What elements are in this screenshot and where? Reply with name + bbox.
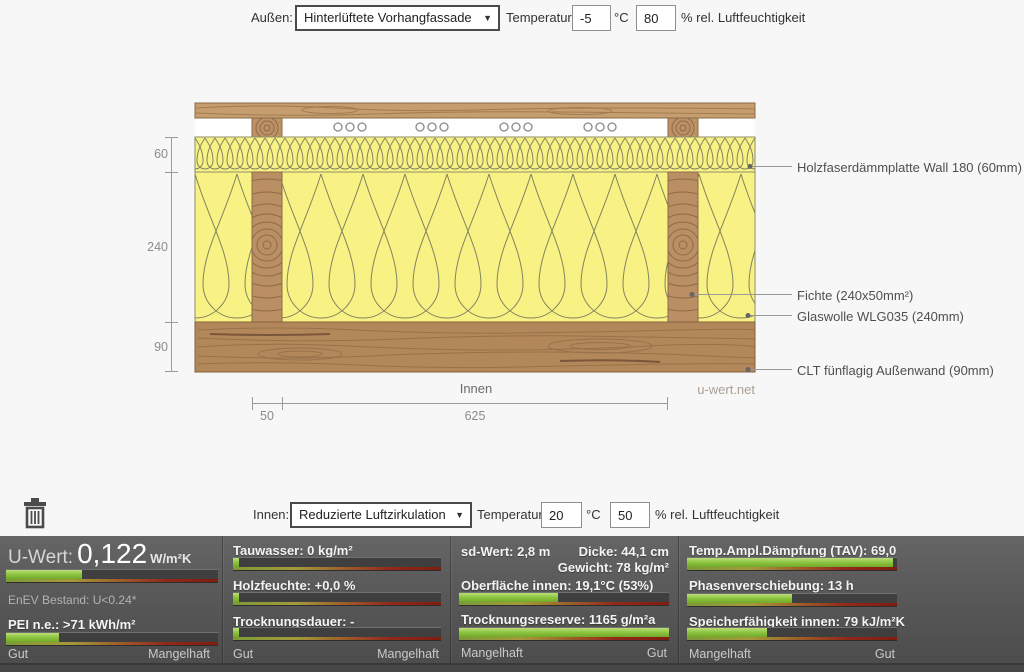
stud-left[interactable] [187,165,347,325]
inside-temperature-unit: °C [586,507,601,522]
chevron-down-icon: ▼ [483,13,492,23]
outside-temperature-input[interactable] [572,5,611,31]
batten-left[interactable] [251,117,283,139]
layer-label-wood-fibre: Holzfaserdämmplatte Wall 180 (60mm) [797,160,1022,175]
dim-90: 90 [154,340,168,354]
inside-material-select[interactable]: Reduzierte Luftzirkulation ▼ [290,502,472,528]
scale-left: Mangelhaft [689,647,751,661]
scale-right: Mangelhaft [148,647,210,661]
tav-label: Temp.Ampl.Dämpfung (TAV): 69,0 [689,543,897,558]
gauge-trocknungsreserve [459,627,669,641]
pei-label: PEI n.e.: >71 kWh/m² [8,617,136,632]
outside-label: Außen: [251,10,293,25]
scale-right: Gut [646,646,667,660]
gauge-u-value [6,569,218,583]
results-col-surface: sd-Wert: 2,8 m Dicke: 44,1 cm Gewicht: 7… [450,536,679,663]
cladding-layer[interactable] [194,102,760,119]
clt-layer[interactable] [194,321,772,373]
dim-50: 50 [260,409,274,423]
scale-moisture: Gut Mangelhaft [233,647,439,661]
scale-uvalue: Gut Mangelhaft [8,647,210,661]
u-value-unit: W/m²K [150,551,192,566]
speicherfaehigkeit-label: Speicherfähigkeit innen: 79 kJ/m²K [689,614,906,629]
scale-right: Mangelhaft [377,647,439,661]
outside-temperature-label: Temperatur: [506,10,576,25]
layer-label-spruce: Fichte (240x50mm²) [797,288,914,303]
scale-left: Gut [8,647,29,661]
results-col-uvalue: U-Wert: 0,122 W/m²K EnEV Bestand: U<0.24* … [0,536,222,663]
outside-temperature-unit: °C [614,10,629,25]
stud-right[interactable] [603,165,763,325]
oberflaeche-label: Oberfläche innen: 19,1°C (53%) [461,578,654,593]
gauge-speicherfaehigkeit [687,627,897,641]
dim-60: 60 [154,147,168,161]
scale-heat: Mangelhaft Gut [689,647,895,661]
panel-divider [0,663,1024,665]
inside-temperature-label: Temperatur: [477,507,547,522]
dimension-lines [165,137,668,410]
inside-label: Innen: [253,507,290,522]
u-value-row: U-Wert: 0,122 W/m²K [8,538,191,570]
results-col-moisture: Tauwasser: 0 kg/m² Holzfeuchte: +0,0 % T… [222,536,451,663]
scale-left: Gut [233,647,254,661]
gauge-holzfeuchte [233,592,441,606]
outside-material-value: Hinterlüftete Vorhangfassade [304,10,472,25]
inside-humidity-label: % rel. Luftfeuchtigkeit [655,507,780,522]
panel-footer [0,665,1024,672]
scale-right: Gut [874,647,895,661]
layer-label-glasswool: Glaswolle WLG035 (240mm) [797,309,964,324]
gauge-oberflaeche [459,592,669,606]
phasenverschiebung-label: Phasenverschiebung: 13 h [689,578,854,593]
watermark: u-wert.net [697,382,755,397]
gewicht-label: Gewicht: 78 kg/m² [557,560,669,575]
inside-humidity-input[interactable] [610,502,650,528]
glasswool-layer[interactable] [194,171,756,323]
results-col-heat: Temp.Ampl.Dämpfung (TAV): 69,0 Phasenver… [678,536,907,663]
layer-label-clt: CLT fünflagig Außenwand (90mm) [797,363,994,378]
gauge-phasenverschiebung [687,593,897,607]
dim-625: 625 [464,409,486,423]
batten-right[interactable] [667,117,699,139]
gauge-tauwasser [233,557,441,571]
inside-temperature-input[interactable] [541,502,582,528]
u-value: 0,122 [77,538,148,569]
trocknungsreserve-label: Trocknungsreserve: 1165 g/m²a [461,612,656,627]
results-panel: U-Wert: 0,122 W/m²K EnEV Bestand: U<0.24* … [0,536,1024,672]
label-leader-lines [689,164,792,372]
air-gap-layer[interactable] [195,118,755,137]
gauge-pei [6,632,218,646]
enev-note: EnEV Bestand: U<0.24* [8,593,137,607]
scale-left: Mangelhaft [461,646,523,660]
inner-side-label: Innen [459,381,493,396]
dim-240: 240 [147,240,168,254]
tauwasser-label: Tauwasser: 0 kg/m² [233,543,353,558]
outside-humidity-input[interactable] [636,5,676,31]
sd-wert-label: sd-Wert: 2,8 m [461,544,551,559]
ventilation-circles-icon [333,122,617,132]
inside-material-value: Reduzierte Luftzirkulation [299,507,446,522]
gauge-trocknungsdauer [233,627,441,641]
gauge-tav [687,557,897,571]
holzfeuchte-label: Holzfeuchte: +0,0 % [233,578,356,593]
scale-surface: Mangelhaft Gut [461,646,667,660]
trash-icon[interactable] [21,496,49,530]
dicke-label: Dicke: 44,1 cm [578,544,669,559]
outside-humidity-label: % rel. Luftfeuchtigkeit [681,10,806,25]
outside-material-select[interactable]: Hinterlüftete Vorhangfassade ▼ [295,5,500,31]
chevron-down-icon: ▼ [455,510,464,520]
wood-fibre-layer[interactable] [194,136,756,173]
u-value-label: U-Wert: [8,547,74,568]
trocknungsdauer-label: Trocknungsdauer: - [233,614,355,629]
